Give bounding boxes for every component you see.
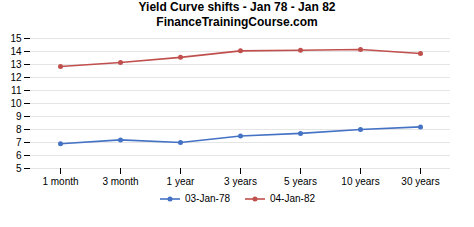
svg-text:3 month: 3 month [102, 176, 138, 187]
svg-text:12: 12 [10, 72, 22, 83]
svg-text:1 month: 1 month [42, 176, 78, 187]
svg-text:10 years: 10 years [341, 176, 379, 187]
svg-text:3 years: 3 years [224, 176, 257, 187]
svg-text:6: 6 [16, 150, 22, 161]
svg-text:7: 7 [16, 137, 22, 148]
svg-text:30 years: 30 years [401, 176, 439, 187]
svg-text:1 year: 1 year [167, 176, 195, 187]
svg-text:5: 5 [16, 163, 22, 174]
svg-text:13: 13 [10, 59, 22, 70]
html-text:03-Jan-78: 03-Jan-78 [185, 193, 230, 204]
svg-text:11: 11 [11, 85, 22, 96]
svg-text:8: 8 [16, 124, 22, 135]
svg-text:10: 10 [10, 98, 22, 109]
svg-text:9: 9 [16, 111, 22, 122]
svg-text:15: 15 [10, 33, 22, 44]
svg-text:5 years: 5 years [284, 176, 317, 187]
html-text:Yield Curve shifts - Jan 78 -: Yield Curve shifts - Jan 78 - Jan 82 [138, 0, 336, 14]
html-text:FinanceTrainingCourse.com: FinanceTrainingCourse.com [156, 15, 318, 29]
svg-text:14: 14 [10, 46, 22, 57]
html-text:04-Jan-82: 04-Jan-82 [270, 193, 315, 204]
